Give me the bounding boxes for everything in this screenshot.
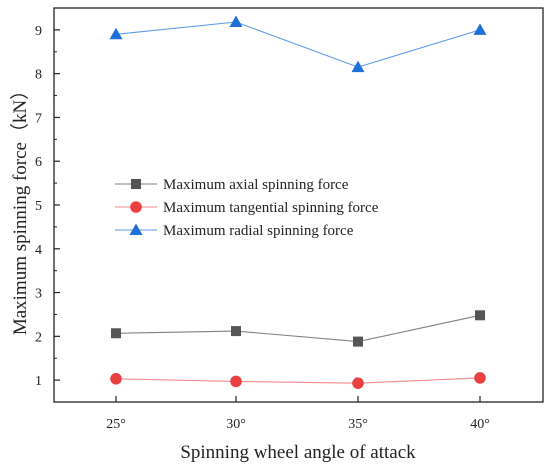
legend-marker [129, 223, 143, 235]
legend: Maximum axial spinning force Maximum tang… [115, 177, 379, 239]
data-point [109, 27, 123, 40]
data-point [474, 372, 486, 384]
legend-item-0: Maximum axial spinning force [115, 177, 349, 193]
y-tick-label: 2 [35, 330, 42, 345]
legend-label: Maximum tangential spinning force [163, 200, 379, 216]
legend-marker [131, 179, 141, 189]
data-point [111, 328, 121, 339]
series-line [115, 314, 481, 343]
legend-item-1: Maximum tangential spinning force [115, 200, 379, 216]
x-tick-label: 35° [348, 417, 368, 432]
legend-item-2: Maximum radial spinning force [115, 223, 354, 239]
data-point [353, 336, 363, 347]
data-point [351, 60, 365, 73]
legend-marker [130, 201, 142, 213]
series-2 [109, 15, 487, 73]
data-point [230, 375, 242, 388]
y-tick-label: 3 [35, 287, 42, 302]
y-tick-label: 4 [35, 243, 42, 258]
y-axis-title: Maximum spinning force（kN） [9, 81, 31, 335]
data-point [229, 15, 243, 28]
legend-label: Maximum axial spinning force [163, 177, 349, 193]
y-tick-label: 5 [35, 199, 42, 214]
data-point [352, 377, 364, 389]
y-tick-label: 8 [35, 68, 42, 83]
data-point [110, 372, 122, 385]
data-point [231, 326, 241, 337]
x-tick-label: 25° [106, 417, 126, 432]
axes: 1 2 3 4 5 6 7 8 9 25° 30° 35° 40° [35, 7, 544, 432]
x-tick-label: 30° [226, 417, 246, 432]
series-0 [111, 310, 485, 347]
legend-label: Maximum radial spinning force [163, 223, 354, 239]
y-tick-label: 7 [35, 111, 42, 126]
data-point [473, 23, 487, 35]
x-tick-label: 40° [470, 417, 490, 432]
data-point [475, 310, 485, 321]
series-line [115, 21, 481, 68]
y-tick-label: 9 [35, 24, 42, 39]
series-1 [110, 372, 486, 389]
y-tick-label: 6 [35, 155, 42, 170]
y-tick-label: 1 [35, 374, 42, 389]
series-layer [109, 15, 487, 389]
series-line [115, 377, 481, 384]
x-axis-title: Spinning wheel angle of attack [180, 442, 416, 463]
